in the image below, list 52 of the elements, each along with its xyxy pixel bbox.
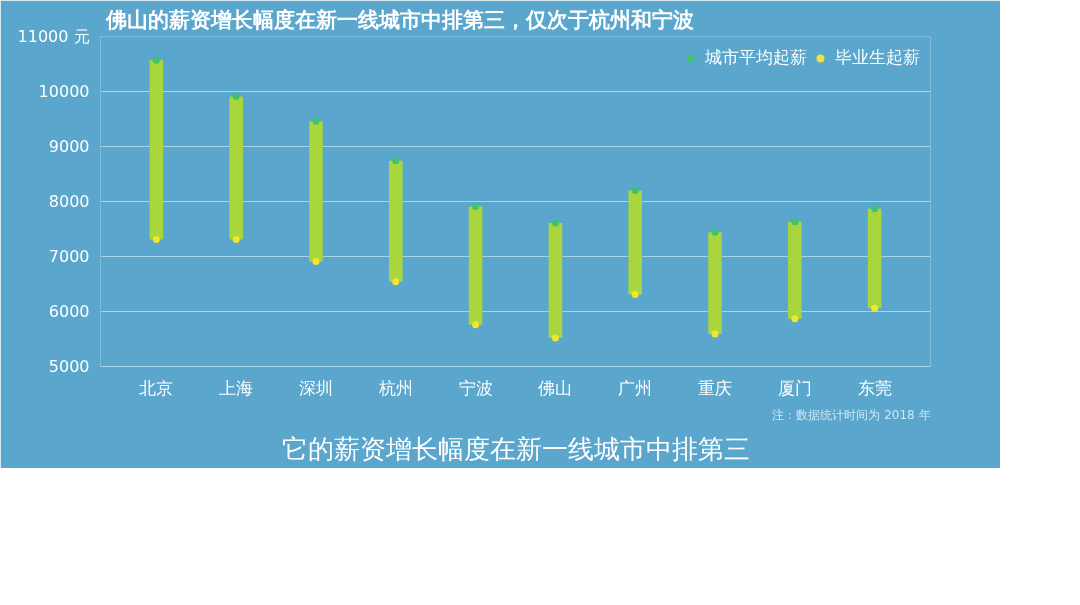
legend-label: 城市平均起薪	[705, 46, 807, 69]
point	[312, 117, 320, 125]
text: 注：数据统计时间为 2018 年	[772, 407, 931, 422]
point	[472, 321, 480, 329]
chart-title: 佛山的薪资增长幅度在新一线城市中排第三，仅次于杭州和宁波	[104, 7, 694, 32]
x-tick-label: 厦门	[777, 377, 812, 398]
point	[152, 235, 160, 243]
x-tick-label: 上海	[219, 377, 254, 398]
y-tick-label: 9000	[48, 137, 90, 156]
y-tick-label: 11000 元	[17, 27, 90, 46]
bar	[389, 160, 403, 282]
point	[392, 157, 400, 165]
point	[791, 315, 799, 323]
text: 它的薪资增长幅度在新一线城市中排第三	[281, 433, 750, 464]
bar	[468, 206, 483, 325]
point	[152, 56, 160, 64]
bar	[149, 60, 164, 240]
x-tick-label: 深圳	[298, 377, 333, 398]
point	[232, 235, 240, 243]
point	[871, 304, 879, 312]
y-tick-label: 7000	[48, 247, 90, 266]
point	[791, 218, 799, 226]
bar	[788, 221, 802, 319]
legend-label: 毕业生起薪	[835, 46, 920, 69]
y-tick-label: 5000	[48, 357, 90, 376]
bar	[548, 222, 563, 338]
point	[551, 219, 559, 227]
point	[631, 290, 639, 298]
point	[711, 228, 719, 236]
x-tick-label: 北京	[139, 377, 174, 398]
bar	[628, 190, 642, 295]
point	[232, 92, 240, 100]
point	[631, 187, 639, 194]
point	[472, 202, 480, 210]
point	[551, 334, 559, 342]
point	[312, 257, 320, 265]
y-tick-label: 6000	[48, 302, 90, 321]
x-tick-label: 宁波	[458, 377, 493, 398]
point	[392, 278, 400, 286]
bar	[309, 121, 323, 262]
x-tick-label: 东莞	[857, 377, 892, 398]
bar	[708, 232, 722, 335]
bar	[867, 208, 882, 309]
point	[871, 205, 879, 213]
y-tick-label: 10000	[38, 82, 90, 101]
bar	[229, 96, 243, 240]
x-tick-label: 杭州	[377, 377, 413, 398]
x-tick-label: 重庆	[698, 377, 733, 398]
point	[711, 330, 719, 338]
x-tick-label: 佛山	[538, 377, 573, 398]
y-tick-label: 8000	[48, 192, 90, 211]
x-tick-label: 广州	[618, 377, 653, 398]
